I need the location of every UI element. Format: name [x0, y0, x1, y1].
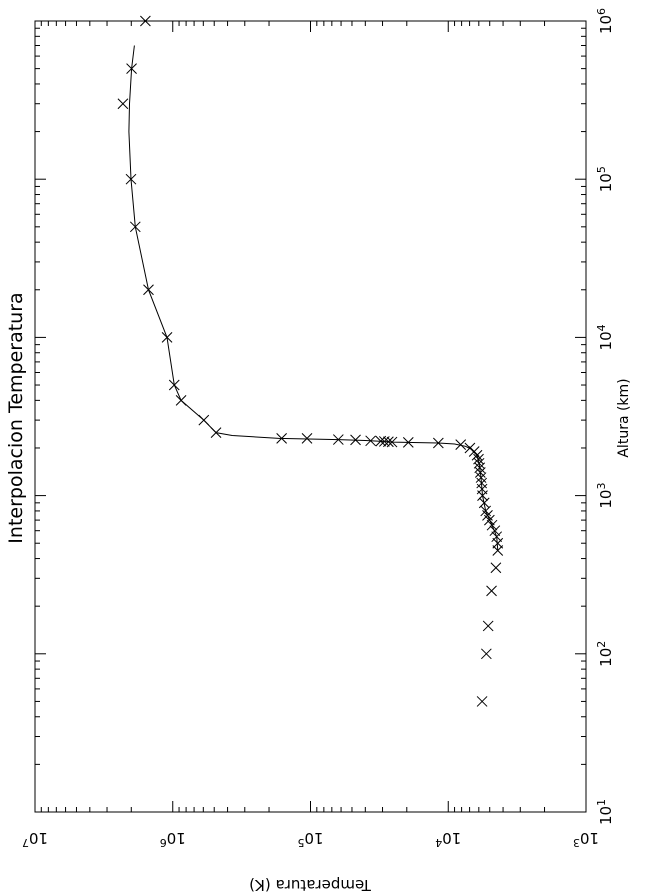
interpolation-line	[128, 45, 499, 551]
major-ticks	[34, 20, 587, 813]
data-markers	[117, 15, 504, 707]
data-point-marker	[492, 537, 504, 549]
data-point-marker	[143, 284, 154, 296]
y-tick-labels: 103 104 105 106 107	[22, 829, 599, 849]
y-tick-label-text: 106	[160, 829, 186, 849]
data-point-marker	[490, 562, 502, 574]
data-point-marker	[468, 446, 480, 457]
data-point-marker	[473, 453, 484, 465]
data-point-marker	[375, 435, 387, 447]
data-point-marker	[350, 434, 361, 446]
data-point-marker	[332, 434, 344, 445]
y-tick-label-text: 105	[297, 829, 323, 849]
data-point-marker	[117, 98, 129, 110]
data-point-marker	[378, 436, 390, 447]
plot-frame	[34, 20, 587, 813]
minor-ticks	[35, 21, 586, 812]
x-tick-label-text: 104	[595, 324, 615, 350]
data-point-marker	[402, 437, 414, 448]
data-point-marker	[365, 435, 376, 447]
x-tick-label: 103	[595, 483, 615, 509]
data-point-marker	[198, 414, 210, 426]
x-tick-labels: 101 102 103 104 105 106	[595, 8, 615, 825]
y-tick-label: 107	[22, 829, 48, 849]
y-tick-label-text: 107	[22, 829, 48, 849]
data-point-marker	[210, 427, 222, 438]
x-axis-label: Altura (km)	[616, 378, 632, 457]
x-tick-label-text: 105	[595, 166, 615, 192]
y-tick-label-text: 104	[435, 829, 461, 849]
data-point-marker	[476, 696, 488, 707]
data-point-marker	[474, 462, 486, 474]
data-point-marker	[455, 439, 467, 450]
data-point-marker	[432, 437, 444, 449]
data-point-marker	[474, 467, 486, 478]
data-point-marker	[489, 525, 501, 537]
data-point-marker	[478, 497, 490, 509]
x-tick-label: 104	[595, 324, 615, 350]
data-point-marker	[161, 332, 173, 343]
data-point-marker	[168, 379, 180, 391]
data-point-marker	[486, 585, 497, 597]
y-tick-label-text: 103	[573, 829, 599, 849]
y-tick-label: 103	[573, 829, 599, 849]
data-point-marker	[175, 395, 187, 406]
chart-title: Interpolacion Temperatura	[5, 292, 27, 543]
x-tick-label: 101	[595, 799, 615, 825]
x-tick-label: 106	[595, 8, 615, 34]
x-tick-label-text: 103	[595, 483, 615, 509]
data-point-marker	[464, 442, 476, 454]
data-point-marker	[126, 63, 137, 74]
data-point-marker	[129, 221, 141, 233]
data-point-marker	[475, 472, 487, 483]
y-tick-label: 104	[435, 829, 461, 849]
data-point-marker	[480, 648, 492, 660]
data-point-marker	[482, 620, 494, 632]
data-point-marker	[140, 15, 151, 27]
y-axis-label: Temperatura (K)	[249, 876, 372, 892]
y-tick-label: 105	[297, 829, 323, 849]
x-tick-label-text: 101	[595, 799, 615, 825]
x-tick-label: 105	[595, 166, 615, 192]
x-tick-label-text: 102	[595, 641, 615, 667]
data-point-marker	[125, 173, 137, 185]
data-point-marker	[276, 433, 287, 444]
data-point-marker	[486, 519, 498, 531]
data-point-marker	[301, 433, 313, 444]
data-point-marker	[491, 531, 503, 543]
data-point-marker	[473, 457, 485, 469]
y-tick-label: 106	[160, 829, 186, 849]
x-tick-label-text: 106	[595, 8, 615, 34]
x-tick-label: 102	[595, 641, 615, 667]
